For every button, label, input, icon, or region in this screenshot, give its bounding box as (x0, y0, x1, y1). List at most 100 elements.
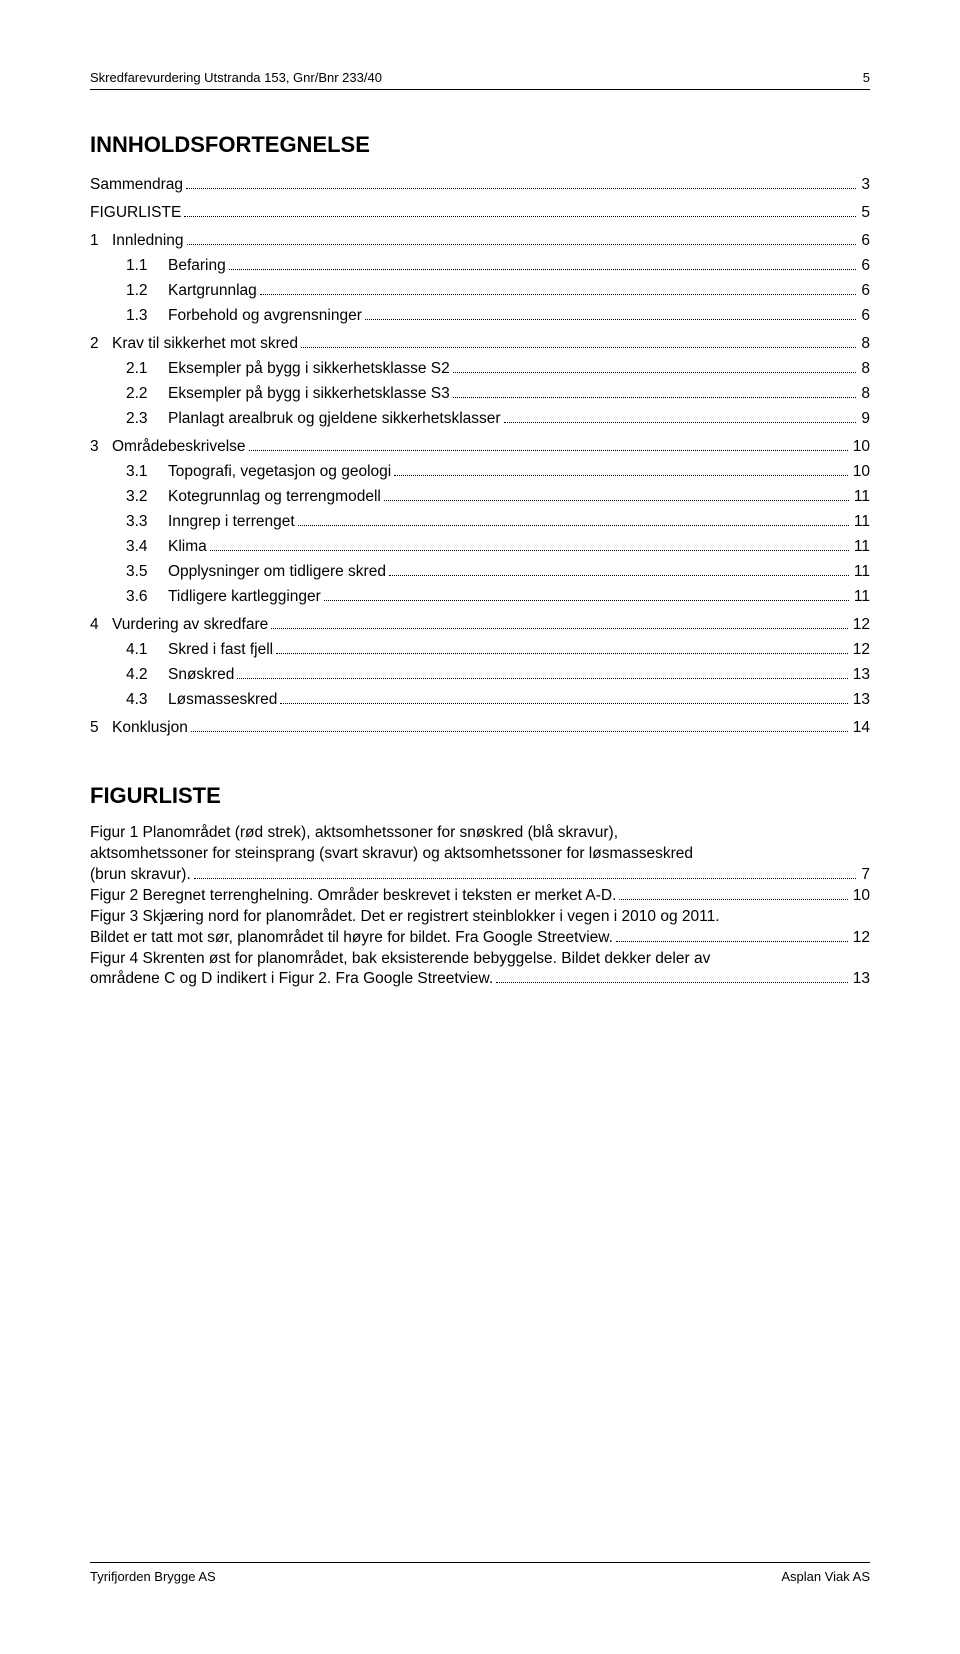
figure-page: 12 (851, 928, 870, 949)
toc-leader (298, 514, 849, 526)
toc-container: Sammendrag3FIGURLISTE51Innledning61.1Bef… (90, 176, 870, 737)
header-rule (90, 89, 870, 90)
figure-entry-text: aktsomhetssoner for steinsprang (svart s… (90, 844, 693, 865)
toc-number: 1.2 (126, 282, 168, 300)
figure-entry-line: Bildet er tatt mot sør, planområdet til … (90, 928, 870, 949)
figure-leader (619, 887, 847, 899)
toc-entry: 1.1Befaring6 (90, 257, 870, 275)
toc-leader (301, 336, 856, 348)
header-left: Skredfarevurdering Utstranda 153, Gnr/Bn… (90, 70, 382, 85)
toc-entry: 3.6Tidligere kartlegginger11 (90, 588, 870, 606)
figure-entry-text: Figur 3 Skjæring nord for planområdet. D… (90, 907, 720, 928)
toc-number: 2.1 (126, 360, 168, 378)
toc-page: 6 (859, 307, 870, 325)
toc-page: 11 (852, 563, 870, 581)
figure-leader (194, 866, 857, 878)
toc-page: 6 (859, 282, 870, 300)
figure-list-title: FIGURLISTE (90, 783, 870, 809)
toc-page: 6 (859, 257, 870, 275)
toc-number: 3.3 (126, 513, 168, 531)
toc-page: 10 (851, 463, 870, 481)
toc-label: Opplysninger om tidligere skred (168, 563, 386, 581)
figure-entry-line: Figur 1 Planområdet (rød strek), aktsomh… (90, 823, 870, 844)
toc-number: 5 (90, 719, 112, 737)
toc-number: 3 (90, 438, 112, 456)
toc-entry: 3.5Opplysninger om tidligere skred 11 (90, 563, 870, 581)
figure-entry-line: områdene C og D indikert i Figur 2. Fra … (90, 969, 870, 990)
toc-leader (453, 361, 857, 373)
toc-page: 10 (851, 438, 870, 456)
toc-page: 11 (852, 538, 870, 556)
toc-number: 3.4 (126, 538, 168, 556)
toc-entry: 1.2Kartgrunnlag6 (90, 282, 870, 300)
toc-entry: 3.2Kotegrunnlag og terrengmodell11 (90, 488, 870, 506)
figure-entry-line: Figur 2 Beregnet terrenghelning. Områder… (90, 886, 870, 907)
toc-label: Planlagt arealbruk og gjeldene sikkerhet… (168, 410, 501, 428)
toc-label: FIGURLISTE (90, 204, 181, 222)
toc-number: 3.6 (126, 588, 168, 606)
toc-page: 12 (851, 641, 870, 659)
figure-entry-line: Figur 4 Skrenten øst for planområdet, ba… (90, 949, 870, 970)
toc-label: Krav til sikkerhet mot skred (112, 335, 298, 353)
toc-entry: FIGURLISTE5 (90, 204, 870, 222)
toc-page: 6 (859, 232, 870, 250)
toc-label: Tidligere kartlegginger (168, 588, 321, 606)
toc-entry: 4Vurdering av skredfare12 (90, 616, 870, 634)
figure-entry-text: Figur 4 Skrenten øst for planområdet, ba… (90, 949, 710, 970)
toc-entry: 3.4Klima 11 (90, 538, 870, 556)
toc-entry: 2.2Eksempler på bygg i sikkerhetsklasse … (90, 385, 870, 403)
toc-leader (365, 308, 856, 320)
toc-label: Eksempler på bygg i sikkerhetsklasse S3 (168, 385, 450, 403)
toc-title: INNHOLDSFORTEGNELSE (90, 132, 870, 158)
footer-left: Tyrifjorden Brygge AS (90, 1569, 216, 1584)
toc-entry: 3.3Inngrep i terrenget11 (90, 513, 870, 531)
toc-entry: 1.3Forbehold og avgrensninger6 (90, 307, 870, 325)
toc-page: 8 (859, 385, 870, 403)
toc-leader (186, 177, 856, 189)
toc-page: 11 (852, 513, 870, 531)
toc-entry: 2Krav til sikkerhet mot skred8 (90, 335, 870, 353)
toc-leader (249, 439, 848, 451)
figure-page: 7 (859, 865, 870, 886)
toc-leader (210, 539, 849, 551)
toc-leader (260, 283, 857, 295)
figure-entry-line: Figur 3 Skjæring nord for planområdet. D… (90, 907, 870, 928)
toc-page: 9 (859, 410, 870, 428)
figure-list-container: Figur 1 Planområdet (rød strek), aktsomh… (90, 823, 870, 990)
toc-leader (384, 489, 849, 501)
toc-number: 4.2 (126, 666, 168, 684)
toc-number: 4.3 (126, 691, 168, 709)
toc-number: 2.3 (126, 410, 168, 428)
toc-label: Klima (168, 538, 207, 556)
toc-number: 4.1 (126, 641, 168, 659)
toc-label: Befaring (168, 257, 226, 275)
toc-page: 3 (859, 176, 870, 194)
toc-label: Kotegrunnlag og terrengmodell (168, 488, 381, 506)
toc-leader (191, 720, 848, 732)
toc-label: Snøskred (168, 666, 234, 684)
toc-leader (453, 386, 857, 398)
running-header: Skredfarevurdering Utstranda 153, Gnr/Bn… (90, 70, 870, 85)
toc-label: Innledning (112, 232, 184, 250)
toc-entry: 4.1Skred i fast fjell 12 (90, 641, 870, 659)
toc-label: Områdebeskrivelse (112, 438, 246, 456)
toc-number: 1 (90, 232, 112, 250)
toc-entry: 1Innledning 6 (90, 232, 870, 250)
toc-number: 3.5 (126, 563, 168, 581)
toc-leader (237, 667, 847, 679)
toc-leader (184, 205, 856, 217)
toc-page: 13 (851, 691, 870, 709)
figure-page: 10 (851, 886, 870, 907)
toc-leader (389, 564, 849, 576)
figure-entry-text: (brun skravur). (90, 865, 191, 886)
toc-label: Eksempler på bygg i sikkerhetsklasse S2 (168, 360, 450, 378)
toc-entry: 2.1Eksempler på bygg i sikkerhetsklasse … (90, 360, 870, 378)
toc-entry: 3.1Topografi, vegetasjon og geologi10 (90, 463, 870, 481)
toc-leader (271, 617, 848, 629)
toc-number: 3.1 (126, 463, 168, 481)
toc-number: 2.2 (126, 385, 168, 403)
toc-label: Skred i fast fjell (168, 641, 273, 659)
toc-label: Konklusjon (112, 719, 188, 737)
toc-number: 3.2 (126, 488, 168, 506)
toc-page: 13 (851, 666, 870, 684)
